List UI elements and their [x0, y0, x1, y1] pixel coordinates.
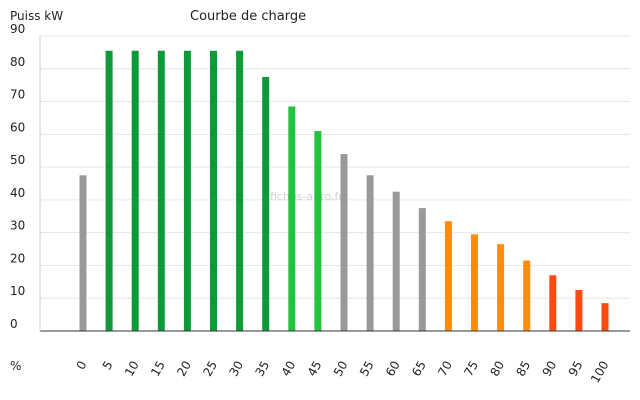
chart-title: Courbe de charge: [190, 9, 306, 24]
y-tick-label: 70: [10, 88, 25, 102]
y-tick-label: 90: [10, 22, 25, 36]
y-tick-label: 10: [10, 284, 25, 298]
bar-85: [523, 260, 531, 331]
bar-20: [183, 50, 191, 331]
x-tick-label: 85: [514, 359, 534, 379]
x-tick-label: 35: [253, 359, 273, 379]
bars: [79, 50, 609, 331]
x-tick-label: 95: [566, 359, 586, 379]
bar-30: [236, 50, 244, 331]
x-tick-label: 0: [74, 359, 90, 373]
bar-80: [497, 244, 505, 331]
grid-lines: [40, 35, 630, 299]
bar-50: [340, 154, 348, 331]
y-tick-label: 60: [10, 120, 25, 134]
x-axis-label: %: [10, 359, 21, 373]
bar-0: [79, 175, 87, 331]
bar-70: [444, 221, 452, 331]
x-tick-label: 45: [305, 359, 325, 379]
bar-95: [575, 290, 583, 331]
y-axis-label: Puiss kW: [10, 9, 63, 23]
bar-35: [262, 76, 270, 331]
bar-100: [601, 303, 609, 331]
y-tick-labels: 0 10 20 30 40 50 60 70 80 90: [10, 22, 25, 331]
bar-75: [471, 234, 478, 331]
y-tick-label: 40: [10, 186, 25, 200]
x-tick-label: 50: [331, 359, 351, 379]
y-tick-label: 20: [10, 251, 25, 265]
x-tick-label: 10: [122, 359, 142, 379]
bar-90: [549, 275, 557, 331]
x-tick-label: 75: [461, 359, 481, 379]
x-tick-label: 25: [200, 359, 220, 379]
y-tick-label: 30: [10, 219, 25, 233]
x-tick-label: 65: [409, 359, 429, 379]
x-tick-labels: 0 5 10 15 20 25 30 35 40 45 50 55 60 65 70 75 80 85 90 95 10…: [74, 359, 612, 386]
bar-60: [392, 191, 400, 331]
bar-65: [418, 208, 426, 331]
x-tick-label: 30: [226, 359, 246, 379]
x-tick-label: 15: [148, 359, 168, 379]
bar-45: [314, 131, 322, 331]
bar-40: [288, 106, 296, 331]
bar-25: [210, 50, 217, 331]
x-tick-label: 55: [357, 359, 377, 379]
y-tick-label: 50: [10, 153, 25, 167]
x-tick-label: 100: [588, 359, 612, 386]
x-tick-label: 70: [435, 359, 455, 379]
y-tick-label: 80: [10, 55, 25, 69]
x-tick-label: 80: [487, 359, 507, 379]
x-tick-label: 90: [540, 359, 560, 379]
bar-55: [366, 175, 374, 331]
bar-10: [131, 50, 139, 331]
x-tick-label: 20: [174, 359, 194, 379]
watermark-text: fiches-auto.fr: [270, 190, 343, 203]
x-tick-label: 40: [279, 359, 299, 379]
x-tick-label: 60: [383, 359, 403, 379]
bar-15: [157, 50, 165, 331]
x-tick-label: 5: [100, 359, 116, 373]
y-tick-label: 0: [10, 317, 18, 331]
bar-5: [105, 50, 113, 331]
